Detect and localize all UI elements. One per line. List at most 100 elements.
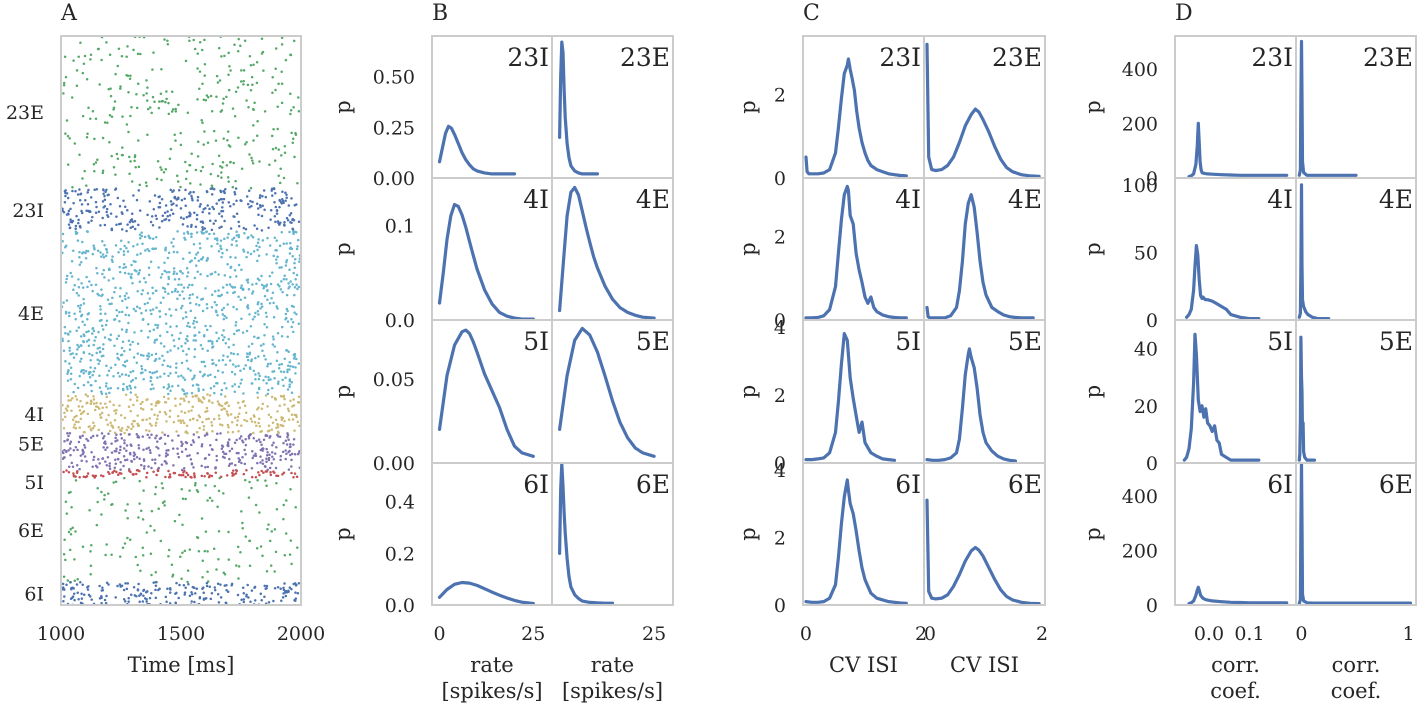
spike: [265, 457, 268, 461]
spike: [174, 287, 177, 291]
spike: [152, 328, 156, 332]
spike: [161, 486, 165, 490]
spike: [221, 206, 224, 209]
spike: [172, 245, 175, 248]
spike: [235, 469, 238, 473]
spike: [193, 256, 197, 260]
spike: [167, 275, 170, 279]
spike: [237, 235, 241, 239]
spike: [202, 597, 206, 601]
spike: [160, 197, 164, 201]
spike: [262, 342, 265, 346]
spike: [97, 330, 100, 334]
spike: [161, 354, 164, 358]
spike: [129, 74, 132, 78]
spike: [92, 343, 95, 347]
spike: [286, 335, 289, 339]
spike: [149, 379, 152, 383]
series-23E: [1297, 39, 1358, 177]
spike: [63, 588, 66, 591]
spike: [107, 88, 110, 91]
series-4E: [1297, 183, 1331, 321]
spike: [292, 219, 296, 222]
spike: [90, 219, 93, 223]
spike: [277, 82, 280, 86]
spike: [249, 252, 253, 256]
spike: [265, 584, 269, 588]
spike: [157, 447, 160, 450]
spike: [237, 220, 240, 224]
ytick: 0: [774, 168, 786, 190]
spike: [212, 222, 216, 225]
spike: [151, 95, 155, 99]
spike: [122, 263, 126, 266]
spike: [103, 498, 106, 501]
spike: [282, 278, 286, 281]
spike: [273, 159, 277, 162]
spike: [228, 145, 232, 148]
spike: [125, 73, 128, 77]
spike: [194, 481, 197, 485]
spike: [265, 253, 268, 256]
spike: [163, 433, 167, 437]
spike: [179, 397, 183, 400]
spike: [166, 210, 169, 213]
spike: [261, 349, 264, 353]
spike: [110, 451, 114, 454]
spike: [114, 244, 118, 247]
spike: [282, 242, 286, 245]
spike: [104, 254, 108, 258]
spike: [162, 359, 166, 362]
spike: [256, 391, 259, 394]
spike: [75, 214, 78, 218]
spike: [198, 331, 201, 334]
spike: [291, 141, 295, 145]
spike: [87, 312, 91, 315]
spike: [179, 270, 183, 273]
spike: [203, 334, 206, 337]
spike: [102, 343, 105, 346]
spike: [292, 305, 295, 308]
spike: [79, 454, 83, 457]
spike: [75, 69, 79, 72]
spike: [283, 274, 286, 278]
spike: [112, 403, 115, 407]
spike: [275, 446, 278, 449]
spike: [188, 164, 192, 167]
spike: [113, 100, 117, 103]
spike: [160, 67, 163, 71]
spike: [262, 438, 266, 441]
spike: [199, 169, 203, 173]
spike: [292, 106, 295, 109]
series-5E: [557, 326, 656, 458]
spike: [85, 77, 89, 81]
spike: [68, 432, 72, 435]
spike: [244, 535, 248, 538]
spike: [169, 389, 172, 393]
spike: [180, 440, 183, 444]
spike: [242, 600, 246, 604]
spike: [189, 212, 192, 216]
spike: [157, 466, 161, 470]
spike: [108, 464, 111, 468]
spike: [165, 420, 168, 423]
spike: [220, 308, 224, 312]
ytick: 50: [1134, 242, 1158, 264]
spike: [143, 302, 147, 306]
spike: [166, 256, 170, 260]
spike: [76, 448, 79, 452]
spike: [175, 591, 178, 595]
spike: [287, 418, 291, 421]
spike: [293, 311, 296, 314]
spike: [158, 100, 161, 103]
spike: [177, 419, 180, 422]
spike: [118, 555, 122, 558]
spike: [77, 420, 80, 424]
spike: [114, 286, 117, 290]
spike: [258, 425, 262, 428]
spike: [239, 369, 242, 373]
spike: [155, 177, 159, 181]
ylabel-p: p: [331, 385, 355, 398]
spike: [220, 225, 223, 229]
spike: [128, 433, 131, 436]
